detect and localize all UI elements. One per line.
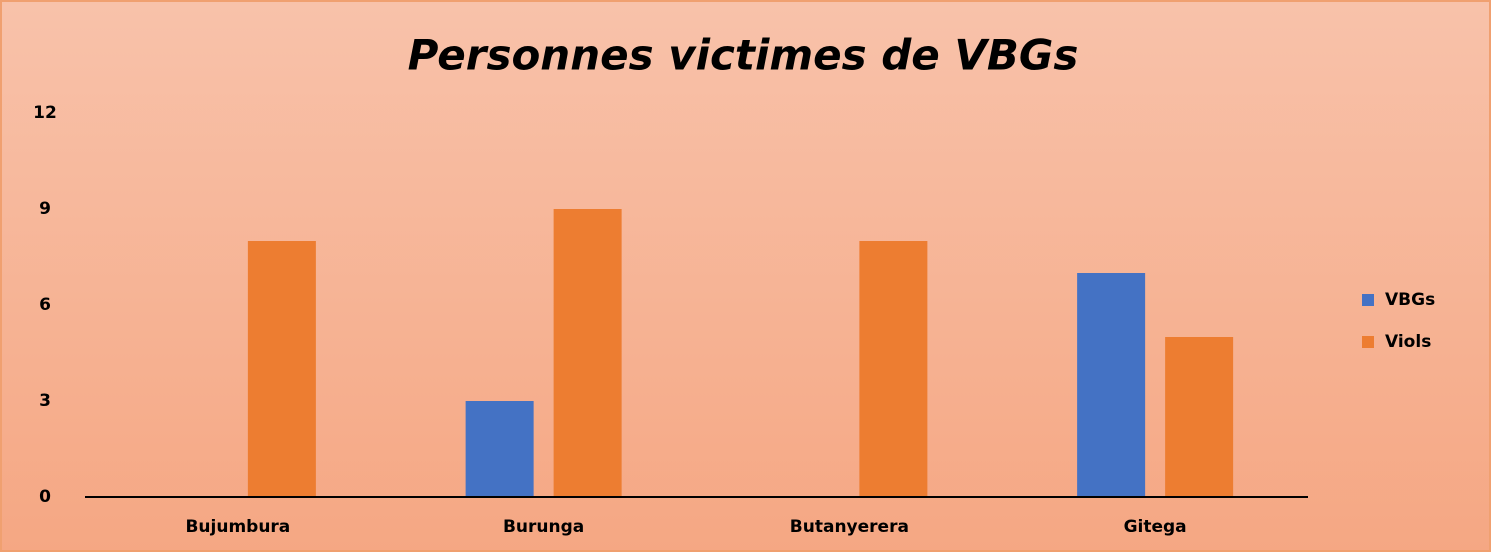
- bar: [1165, 337, 1234, 497]
- y-tick-label: 12: [33, 103, 57, 123]
- x-tick-label: Burunga: [503, 517, 584, 537]
- legend-swatch: [1362, 336, 1374, 348]
- y-tick-label: 3: [39, 391, 51, 411]
- y-tick-label: 0: [39, 487, 51, 507]
- legend-label: Viols: [1385, 332, 1431, 352]
- legend-label: VBGs: [1385, 290, 1435, 310]
- bar: [859, 241, 928, 497]
- bar: [1077, 273, 1146, 497]
- x-tick-label: Bujumbura: [185, 517, 290, 537]
- bar: [553, 209, 622, 497]
- bar: [247, 241, 316, 497]
- bar: [465, 401, 534, 497]
- x-tick-label: Butanyerera: [790, 517, 909, 537]
- y-tick-label: 9: [39, 199, 51, 219]
- legend-swatch: [1362, 294, 1374, 306]
- x-tick-label: Gitega: [1124, 517, 1187, 537]
- y-tick-label: 6: [39, 295, 51, 315]
- chart-title: Personnes victimes de VBGs: [408, 31, 1079, 80]
